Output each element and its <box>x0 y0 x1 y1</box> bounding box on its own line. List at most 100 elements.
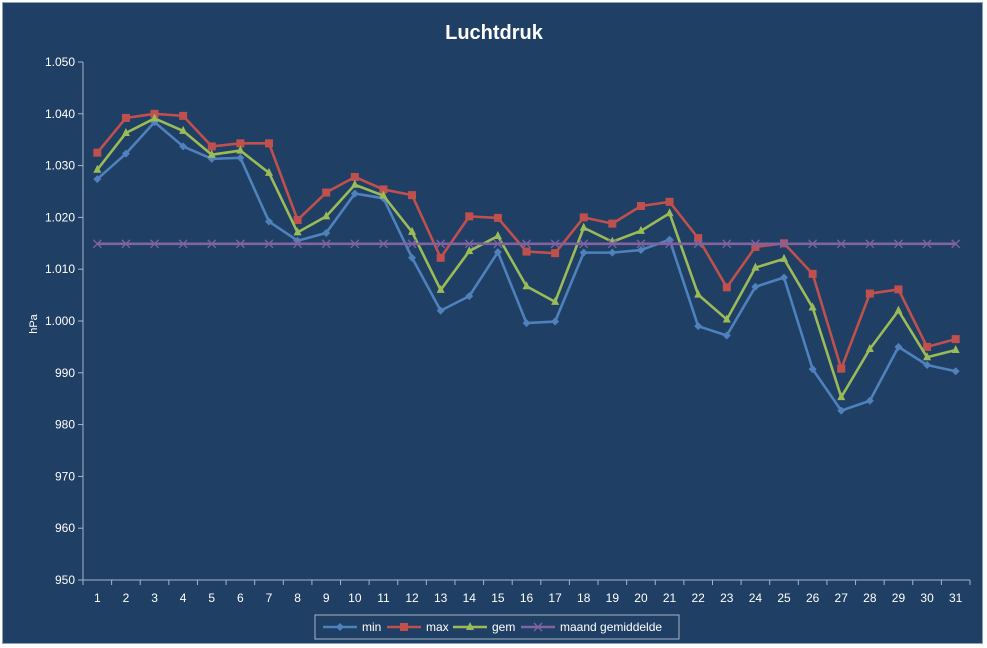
data-point-maand-gemiddelde <box>865 239 875 249</box>
data-point-gem <box>436 284 445 293</box>
data-point-min <box>236 153 245 162</box>
series-line-gem <box>96 117 957 399</box>
y-tick-label: 960 <box>55 521 75 535</box>
data-point-max <box>751 242 760 251</box>
data-point-maand-gemiddelde-stroke <box>350 239 360 249</box>
x-tick-label: 12 <box>405 591 419 605</box>
data-point-min <box>923 361 932 370</box>
data-point-min <box>408 253 417 262</box>
data-point-gem <box>751 262 760 271</box>
y-tick-label: 1.030 <box>45 159 75 173</box>
data-point-max <box>493 213 502 222</box>
data-point-maand-gemiddelde <box>636 239 646 249</box>
data-point-min <box>551 317 560 326</box>
data-point-gem <box>808 302 817 311</box>
data-point-maand-gemiddelde <box>750 239 760 249</box>
data-point-maand-gemiddelde-stroke <box>722 239 732 249</box>
data-point-gem <box>121 127 130 136</box>
data-point-maand-gemiddelde-stroke <box>636 239 646 249</box>
data-point-min <box>350 189 359 198</box>
data-point-min <box>522 319 531 328</box>
data-point-max <box>436 253 445 262</box>
data-point-gem <box>408 226 417 235</box>
legend-item-min: min <box>323 620 381 634</box>
chart-title: Luchtdruk <box>445 22 544 44</box>
x-tick-label: 19 <box>606 591 620 605</box>
data-point-max <box>923 342 932 351</box>
data-point-maand-gemiddelde-stroke <box>894 239 903 249</box>
x-tick-label: 6 <box>237 591 244 605</box>
x-tick-label: 21 <box>663 591 677 605</box>
data-point-gem <box>236 145 245 154</box>
x-tick-label: 10 <box>348 591 362 605</box>
data-point-maand-gemiddelde-stroke <box>550 239 560 249</box>
x-tick-label: 23 <box>720 591 734 605</box>
data-point-maand-gemiddelde-stroke <box>693 239 703 249</box>
y-tick-label: 950 <box>55 573 75 587</box>
data-point-maand-gemiddelde-stroke <box>865 239 875 249</box>
x-tick-label: 18 <box>577 591 591 605</box>
data-point-maand-gemiddelde-stroke <box>522 239 531 249</box>
data-point-gem <box>951 345 960 354</box>
x-tick-label: 13 <box>434 591 448 605</box>
data-point-maand-gemiddelde-stroke <box>92 239 102 249</box>
data-point-maand-gemiddelde-stroke <box>808 239 818 249</box>
x-tick-label: 16 <box>520 591 534 605</box>
data-point-gem <box>579 222 588 231</box>
data-point-maand-gemiddelde <box>436 239 446 249</box>
data-point-gem <box>207 149 216 158</box>
data-point-min <box>751 282 760 291</box>
data-point-min <box>121 149 130 158</box>
plot-area: 950 960 970 980 990 1.000 1.010 1.020 1.030 1.040… <box>45 55 971 605</box>
data-point-maand-gemiddelde <box>293 239 303 249</box>
data-point-maand-gemiddelde-stroke <box>579 239 589 249</box>
data-point-maand-gemiddelde <box>922 239 932 249</box>
data-point-maand-gemiddelde-stroke <box>121 239 131 249</box>
x-tick-label: 11 <box>377 591 390 605</box>
data-point-maand-gemiddelde <box>264 239 274 249</box>
data-point-gem <box>694 289 703 298</box>
data-point-gem <box>894 305 903 314</box>
data-point-min <box>865 396 874 405</box>
data-point-maand-gemiddelde-stroke <box>264 239 274 249</box>
data-point-gem <box>322 211 331 220</box>
data-point-min <box>179 142 188 151</box>
y-tick-label: 1.020 <box>45 210 75 224</box>
data-point-max <box>551 249 560 258</box>
legend-item-gem: gem <box>453 620 515 634</box>
chart-svg: Luchtdruk hPa 950 960 970 980 990 1.000 1.010 1… <box>28 22 971 640</box>
legend-box <box>314 614 680 640</box>
x-tick-label: 27 <box>835 591 849 605</box>
data-point-max <box>179 111 188 120</box>
data-point-maand-gemiddelde-stroke <box>464 239 474 249</box>
data-point-maand-gemiddelde <box>522 239 531 249</box>
legend: min max gem maand gemiddelde <box>314 614 680 640</box>
data-point-max <box>465 212 474 221</box>
data-point-gem <box>780 253 789 262</box>
x-tick-label: 5 <box>208 591 215 605</box>
data-point-maand-gemiddelde-stroke <box>436 239 446 249</box>
data-point-gem <box>865 343 874 352</box>
x-tick-label: 7 <box>266 591 273 605</box>
data-point-maand-gemiddelde <box>665 239 675 249</box>
data-point-min <box>894 342 903 351</box>
data-point-gem <box>379 190 388 199</box>
legend-item-maand-gemiddelde: maand gemiddelde <box>521 620 662 634</box>
data-point-maand-gemiddelde <box>350 239 360 249</box>
data-point-min <box>780 273 789 282</box>
data-point-maand-gemiddelde <box>121 239 131 249</box>
data-point-max <box>951 335 960 344</box>
data-point-gem <box>837 392 846 401</box>
data-point-maand-gemiddelde-stroke <box>836 239 846 249</box>
x-tick-label: 15 <box>491 591 505 605</box>
x-tick-label: 4 <box>180 591 187 605</box>
series-gem <box>93 113 960 401</box>
data-point-max <box>579 213 588 222</box>
data-point-max <box>808 269 817 278</box>
x-tick-label: 3 <box>151 591 158 605</box>
data-point-maand-gemiddelde-stroke <box>750 239 760 249</box>
data-point-gem <box>264 167 273 176</box>
x-tick-label: 30 <box>920 591 934 605</box>
legend-label-gem: gem <box>492 620 515 634</box>
